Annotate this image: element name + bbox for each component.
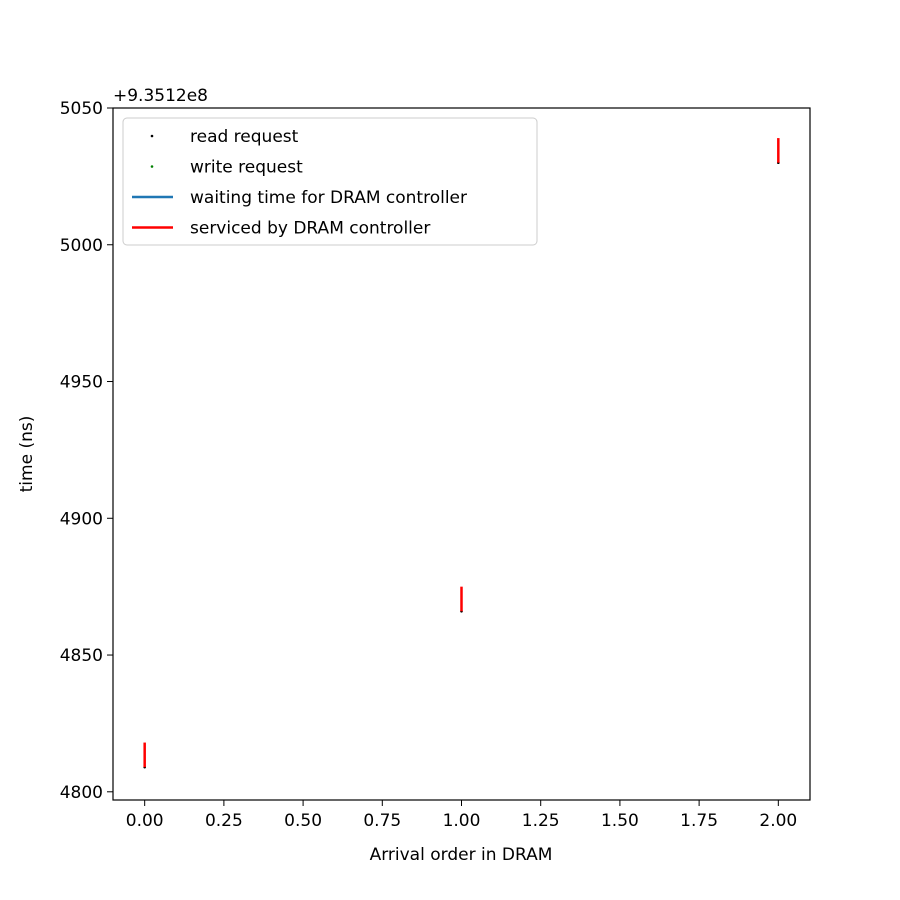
legend-swatch [150, 134, 154, 138]
x-axis-ticks: 0.00 0.25 0.50 0.75 1.00 1.25 1.50 1.75 2.00 [126, 800, 797, 831]
y-tick-label: 5050 [60, 99, 103, 119]
x-tick-label: 0.25 [205, 811, 243, 831]
x-tick-label: 1.75 [680, 811, 718, 831]
x-axis-label: Arrival order in DRAM [370, 845, 553, 865]
legend: read request write request waiting time fo… [122, 117, 538, 246]
y-axis-ticks: 4800 4850 4900 4950 5000 5050 [60, 99, 113, 803]
y-tick-label: 4850 [60, 646, 103, 666]
y-tick-label: 4900 [60, 509, 103, 529]
legend-label: waiting time for DRAM controller [190, 188, 467, 208]
legend-label: read request [190, 127, 299, 147]
x-tick-label: 2.00 [759, 811, 797, 831]
y-tick-label: 4800 [60, 783, 103, 803]
y-offset-label: +9.3512e8 [113, 86, 208, 106]
legend-box [122, 117, 538, 246]
legend-swatch [150, 165, 154, 168]
x-tick-label: 0.50 [284, 811, 322, 831]
x-tick-label: 1.00 [443, 811, 481, 831]
y-tick-label: 4950 [60, 373, 103, 393]
x-tick-label: 0.00 [126, 811, 164, 831]
x-tick-label: 1.25 [522, 811, 560, 831]
x-tick-label: 1.50 [601, 811, 639, 831]
data-marks [143, 138, 780, 769]
y-axis-label: time (ns) [17, 416, 37, 493]
legend-label: serviced by DRAM controller [190, 219, 430, 239]
x-tick-label: 0.75 [363, 811, 401, 831]
y-tick-label: 5000 [60, 236, 103, 256]
legend-label: write request [190, 158, 303, 178]
